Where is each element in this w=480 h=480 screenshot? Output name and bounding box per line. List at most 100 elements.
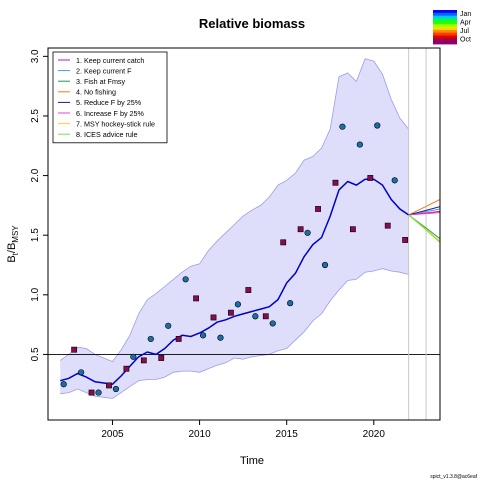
- observation-point: [71, 346, 78, 353]
- x-tick-label: 2015: [276, 429, 299, 440]
- legend-entry: 8. ICES advice rule: [76, 130, 138, 139]
- scenario-line-extension: [425, 227, 440, 240]
- observation-point: [175, 336, 182, 342]
- scenario-line-extension: [425, 206, 440, 211]
- x-tick-label: 2020: [363, 429, 386, 440]
- observation-point: [199, 332, 207, 339]
- y-tick-label: 2.5: [30, 109, 41, 123]
- plot-area: 2005 2010 2015 2020 0.5 1.0 1.5 2.0 2.5 3.0: [30, 47, 441, 440]
- observation-point: [88, 389, 95, 396]
- x-tick-label: 2005: [101, 429, 124, 440]
- observation-point: [304, 229, 311, 236]
- observation-point: [193, 295, 199, 302]
- observation-point: [374, 122, 381, 129]
- observation-point: [60, 381, 67, 388]
- season-color-band: [433, 18, 457, 22]
- observation-point: [269, 320, 276, 327]
- observation-point: [123, 365, 130, 372]
- ci-lower-line: [60, 268, 409, 399]
- season-color-band: [433, 21, 457, 25]
- observation-point: [367, 175, 374, 181]
- season-color-band: [433, 41, 457, 45]
- x-axis-label: Time: [240, 455, 264, 467]
- observation-point: [321, 261, 329, 269]
- observation-point: [280, 239, 287, 246]
- season-label: Jul: [460, 28, 469, 35]
- scenario-line-extension: [425, 229, 440, 243]
- ci-upper-line: [59, 58, 409, 363]
- scenario-line: [408, 209, 427, 216]
- observation-point: [165, 322, 172, 329]
- y-tick-label: 3.0: [30, 49, 41, 63]
- chart-title: Relative biomass: [199, 16, 305, 31]
- plot-frame: [47, 47, 441, 421]
- scenario-line-extension: [426, 210, 440, 214]
- observation-point: [210, 314, 217, 321]
- observation-point: [147, 335, 154, 343]
- version-footer: spict_v1.3.8@ac6eaf: [430, 474, 477, 480]
- legend-entry: 2. Keep current F: [76, 66, 132, 75]
- legend-entry: 5. Reduce F by 25%: [76, 98, 142, 107]
- legend-entry: 6. Increase F by 25%: [76, 109, 145, 118]
- season-color-band: [433, 24, 457, 28]
- legend-entry: 7. MSY hockey-stick rule: [76, 119, 155, 128]
- observation-point: [234, 301, 242, 308]
- legend-entry: 1. Keep current catch: [76, 56, 144, 65]
- observation-point: [158, 355, 165, 361]
- season-color-band: [433, 10, 457, 14]
- scenario-line: [408, 214, 427, 231]
- season-color-band: [433, 12, 457, 17]
- scenario-line-extension: [426, 212, 440, 215]
- y-tick-label: 1.5: [30, 228, 41, 242]
- season-color-band: [433, 32, 457, 36]
- scenario-line-extension: [425, 198, 440, 207]
- observation-point: [356, 141, 363, 148]
- observation-point: [228, 309, 234, 316]
- observation-point: [112, 385, 120, 393]
- legend-entry: 3. Fish at Fmsy: [76, 77, 126, 86]
- y-tick-label: 0.5: [30, 347, 41, 361]
- observation-point: [140, 357, 147, 364]
- season-color-band: [433, 15, 457, 19]
- observation-point: [391, 177, 398, 184]
- observation-point: [332, 179, 339, 186]
- observation-point: [78, 369, 85, 376]
- observation-point: [297, 226, 304, 233]
- scenario-line-extension: [425, 228, 440, 242]
- observation-point: [402, 237, 409, 243]
- observation-point: [217, 334, 224, 341]
- observation-point: [106, 382, 112, 389]
- y-tick-label: 2.0: [30, 168, 41, 182]
- season-color-band: [433, 29, 457, 34]
- observation-point: [287, 300, 294, 307]
- observation-point: [384, 222, 391, 229]
- scenario-line: [408, 205, 427, 216]
- observation-point: [95, 389, 102, 396]
- legend-entry: 4. No fishing: [76, 88, 116, 97]
- season-label: Oct: [460, 37, 471, 44]
- observation-point: [315, 206, 321, 212]
- scenario-line: [408, 213, 427, 216]
- season-label: Jan: [460, 11, 471, 18]
- observation-point: [339, 123, 346, 130]
- season-color-band: [433, 27, 457, 31]
- biomass-estimate-line: [60, 178, 410, 385]
- scenario-line-extension: [425, 208, 440, 213]
- observation-point: [262, 313, 269, 320]
- observation-point: [182, 276, 189, 283]
- plot-inner: [48, 48, 440, 420]
- observation-point: [130, 353, 137, 360]
- season-color-band: [433, 38, 457, 42]
- observation-point: [245, 287, 252, 293]
- observation-point: [252, 313, 259, 320]
- observation-point: [349, 226, 356, 233]
- legend-box: [52, 51, 168, 144]
- x-tick-label: 2010: [188, 429, 211, 440]
- season-label: Apr: [460, 20, 472, 27]
- y-axis-label: Bt/BMSY: [6, 225, 20, 263]
- season-color-band: [433, 35, 457, 39]
- y-tick-label: 1.0: [30, 287, 41, 301]
